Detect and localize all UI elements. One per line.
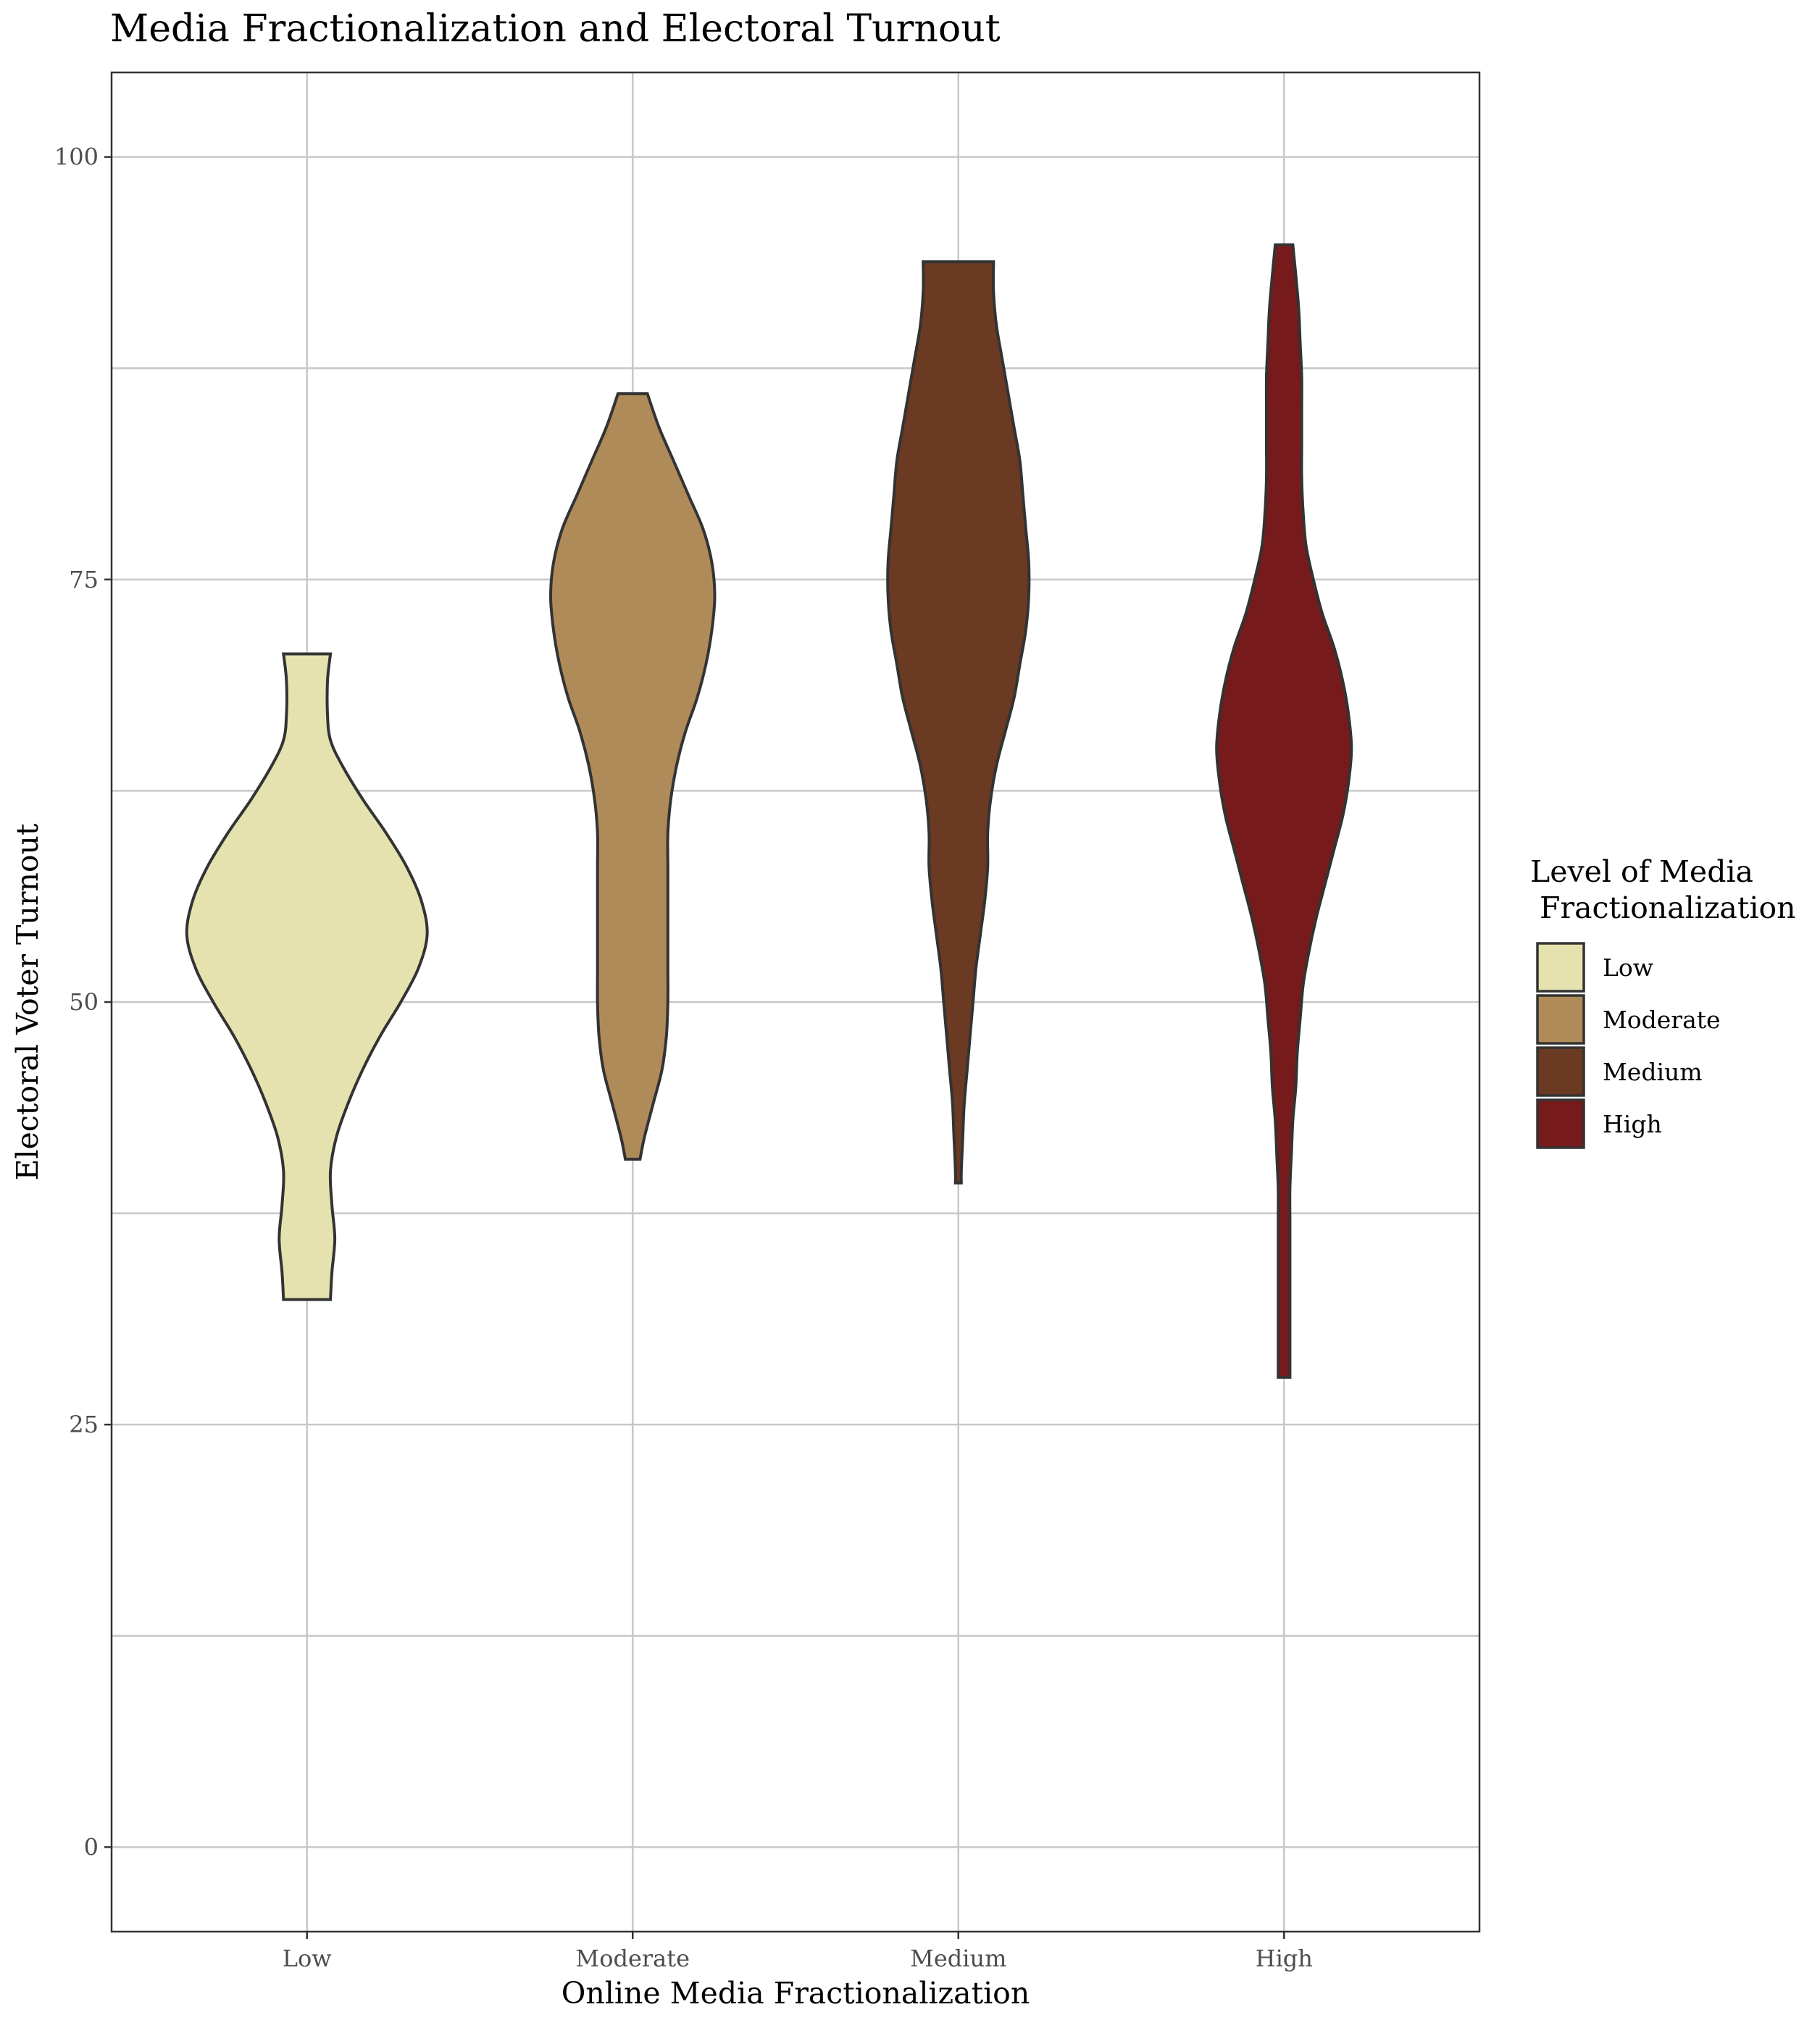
y-axis-title: Electoral Voter Turnout (10, 823, 45, 1180)
y-tick-label: 25 (69, 1411, 99, 1438)
violins (185, 243, 1353, 1379)
legend-label-moderate: Moderate (1603, 1006, 1721, 1034)
y-tick-label: 100 (54, 143, 99, 171)
x-axis-title: Online Media Fractionalization (562, 1976, 1030, 2011)
violin-low (185, 652, 429, 1301)
x-tick-label: High (1256, 1945, 1313, 1972)
legend-title-line2: Fractionalization (1530, 890, 1796, 925)
legend-title-line1: Level of Media (1530, 854, 1753, 889)
legend: Level of Media Fractionalization Low Mode… (1530, 854, 1796, 1149)
y-tick-label: 0 (84, 1833, 99, 1861)
violin-moderate (548, 392, 717, 1161)
y-tick-label: 50 (69, 988, 99, 1016)
legend-label-high: High (1603, 1110, 1662, 1138)
legend-key-medium (1536, 1046, 1585, 1097)
x-tick-label: Medium (910, 1945, 1006, 1972)
legend-label-medium: Medium (1603, 1058, 1703, 1086)
y-tick-label: 75 (69, 566, 99, 593)
legend-key-low (1536, 942, 1585, 993)
axes: 0 25 50 75 100 Low Moderate Medium High (54, 143, 1313, 1972)
violin-medium (886, 260, 1031, 1185)
legend-key-moderate (1536, 994, 1585, 1045)
legend-items: Low Moderate Medium High (1536, 942, 1721, 1149)
x-tick-label: Low (283, 1945, 332, 1972)
legend-label-low: Low (1603, 954, 1653, 982)
legend-key-high (1536, 1098, 1585, 1149)
violin-high (1215, 243, 1353, 1379)
chart-title: Media Fractionalization and Electoral Tu… (110, 7, 1001, 51)
x-tick-label: Moderate (575, 1945, 690, 1972)
